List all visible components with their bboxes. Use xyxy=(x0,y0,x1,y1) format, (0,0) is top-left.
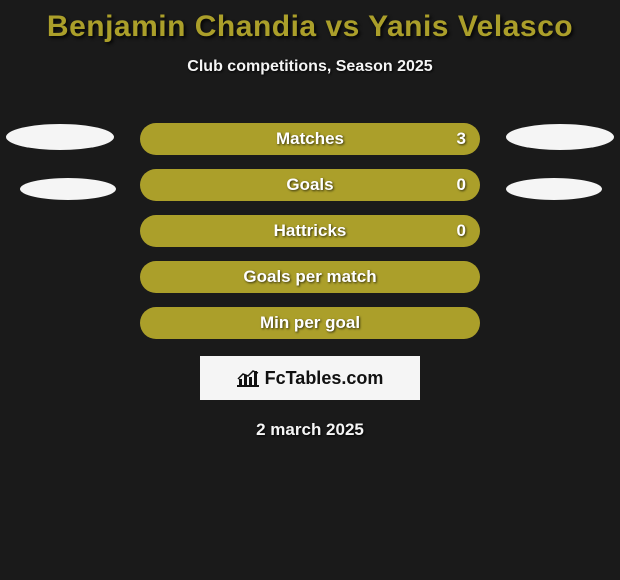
subtitle: Club competitions, Season 2025 xyxy=(0,58,620,76)
stat-row: Min per goal xyxy=(0,300,620,346)
stat-bar-goals: Goals 0 xyxy=(140,169,480,201)
infographic-container: Benjamin Chandia vs Yanis Velasco Club c… xyxy=(0,0,620,580)
stat-label: Min per goal xyxy=(260,313,360,333)
stat-label: Goals xyxy=(286,175,333,195)
stat-value: 3 xyxy=(457,129,466,149)
stat-row: Goals 0 xyxy=(0,162,620,208)
stat-row: Matches 3 xyxy=(0,116,620,162)
date-label: 2 march 2025 xyxy=(0,420,620,440)
stat-bar-min-per-goal: Min per goal xyxy=(140,307,480,339)
stat-bar-matches: Matches 3 xyxy=(140,123,480,155)
stat-label: Matches xyxy=(276,129,344,149)
source-logo: FcTables.com xyxy=(200,356,420,400)
stat-label: Goals per match xyxy=(243,267,376,287)
stat-bar-hattricks: Hattricks 0 xyxy=(140,215,480,247)
barchart-icon xyxy=(237,369,259,387)
page-title: Benjamin Chandia vs Yanis Velasco xyxy=(0,10,620,44)
stat-row: Goals per match xyxy=(0,254,620,300)
stats-list: Matches 3 Goals 0 Hattricks 0 Goals per … xyxy=(0,116,620,346)
stat-value: 0 xyxy=(457,175,466,195)
stat-bar-goals-per-match: Goals per match xyxy=(140,261,480,293)
stat-row: Hattricks 0 xyxy=(0,208,620,254)
stat-value: 0 xyxy=(457,221,466,241)
stat-label: Hattricks xyxy=(274,221,347,241)
source-logo-text: FcTables.com xyxy=(265,368,384,389)
